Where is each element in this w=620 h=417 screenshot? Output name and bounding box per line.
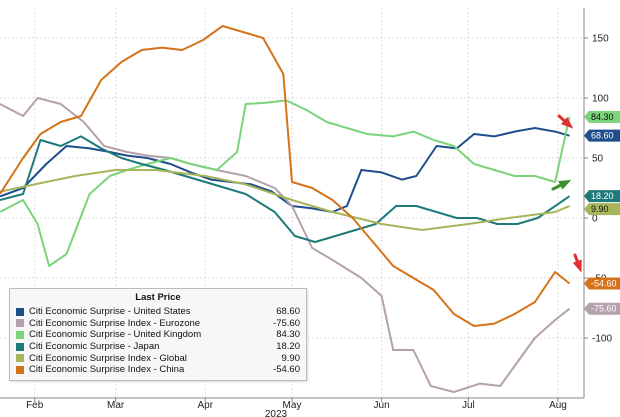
trend-arrows: [551, 114, 582, 273]
x-tick-label: Mar: [107, 400, 125, 411]
trend-arrow-head: [572, 259, 582, 273]
last-value-tag-bg: [584, 110, 620, 123]
legend-title: Last Price: [135, 292, 181, 303]
legend-row: Citi Economic Surprise - United States 6…: [16, 306, 300, 318]
x-year-label: 2023: [265, 409, 288, 417]
legend-swatch: [16, 319, 24, 328]
legend-value: 18.20: [276, 341, 300, 353]
legend-swatch: [16, 365, 24, 374]
legend-row: Citi Economic Surprise Index - Eurozone …: [16, 318, 300, 330]
legend-name: Citi Economic Surprise Index - China: [29, 364, 185, 376]
last-value-tag-bg: [584, 203, 620, 216]
trend-arrow-head: [561, 117, 574, 129]
legend-row: Citi Economic Surprise - United Kingdom …: [16, 329, 300, 341]
x-tick-label: Apr: [197, 400, 213, 411]
last-value-tag: -75.60: [584, 302, 620, 315]
last-value-tag-text: 84.30: [591, 112, 614, 122]
trend-arrow: [551, 179, 572, 191]
x-tick-label: May: [283, 400, 302, 411]
y-tick-label: 150: [592, 34, 609, 45]
x-tick-label: Feb: [26, 400, 44, 411]
legend-swatch: [16, 354, 24, 363]
legend-row: Citi Economic Surprise - Japan 18.20: [16, 341, 300, 353]
legend-name: Citi Economic Surprise Index - Eurozone: [29, 317, 201, 329]
series-line: [0, 135, 571, 243]
last-value-tag-bg: [584, 302, 620, 315]
legend-row: Citi Economic Surprise Index - China -54…: [16, 364, 300, 376]
legend-value: 68.60: [276, 306, 300, 318]
y-tick-label: 100: [592, 94, 609, 105]
x-tick-label: Jun: [374, 400, 390, 411]
legend-name: Citi Economic Surprise Index - Global: [29, 352, 187, 364]
last-value-tag: 9.90: [584, 203, 620, 216]
last-value-tag-text: 9.90: [591, 204, 609, 214]
x-tick-label: Aug: [549, 400, 567, 411]
legend: Last Price Citi Economic Surprise - Unit…: [9, 288, 307, 381]
last-value-tag: 84.30: [584, 110, 620, 123]
last-value-tag-bg: [584, 190, 620, 203]
legend-name: Citi Economic Surprise - United Kingdom: [29, 329, 202, 341]
legend-value: 9.90: [281, 352, 301, 364]
last-value-tag-text: 18.20: [591, 191, 614, 201]
series-line: [0, 97, 571, 393]
legend-value: -75.60: [273, 317, 300, 329]
last-value-tag-text: 68.60: [591, 131, 614, 141]
legend-value: 84.30: [276, 329, 300, 341]
legend-swatch: [16, 330, 24, 339]
last-value-tags: 84.30 68.60 18.20 9.90 -54.60 -75.60: [584, 110, 620, 315]
x-tick-label: Jul: [462, 400, 475, 411]
legend-value: -54.60: [273, 364, 300, 376]
x-axis: Feb Mar Apr May Jun Jul Aug 2023: [0, 397, 584, 417]
legend-name: Citi Economic Surprise - Japan: [29, 341, 160, 353]
last-value-tag-text: -75.60: [591, 304, 617, 314]
y-tick-label: 0: [592, 214, 598, 225]
legend-swatch: [16, 307, 24, 316]
legend-name: Citi Economic Surprise - United States: [29, 306, 191, 318]
last-value-tag: 18.20: [584, 190, 620, 203]
series-line: [0, 169, 570, 231]
y-tick-label: -100: [592, 334, 612, 345]
last-value-tag: -54.60: [584, 277, 620, 290]
trend-arrow-head: [558, 179, 572, 190]
y-tick-label: 50: [592, 154, 604, 165]
last-value-tag-bg: [584, 277, 620, 290]
trend-arrow: [557, 114, 574, 129]
last-value-tag: 68.60: [584, 129, 620, 142]
last-value-tag-text: -54.60: [591, 279, 617, 289]
series-line: [0, 25, 571, 327]
series-line: [0, 99, 571, 267]
series-lines: [0, 25, 571, 393]
legend-row: Citi Economic Surprise Index - Global 9.…: [16, 352, 300, 364]
trend-arrow: [572, 253, 582, 273]
last-value-tag-bg: [584, 129, 620, 142]
legend-swatch: [16, 342, 24, 351]
